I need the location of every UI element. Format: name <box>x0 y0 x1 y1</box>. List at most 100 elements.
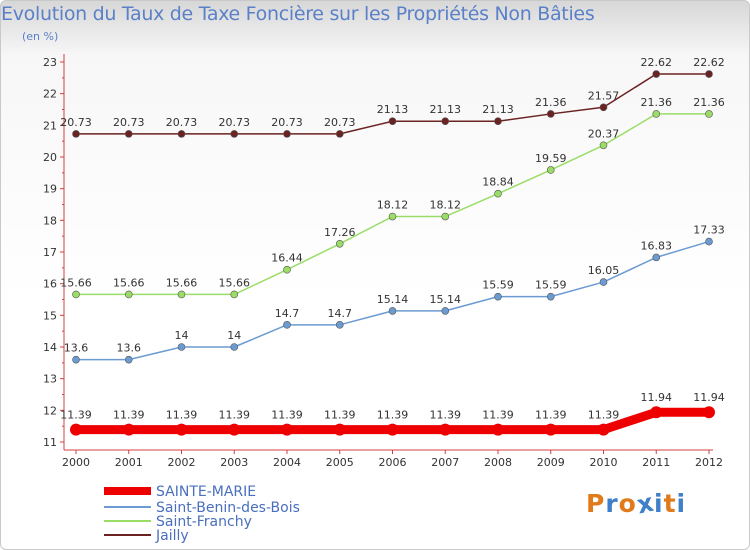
data-point <box>652 110 661 118</box>
data-label: 15.59 <box>535 279 567 292</box>
data-label: 14 <box>227 329 241 342</box>
data-point <box>705 110 713 118</box>
unit-label: (en %) <box>22 30 59 43</box>
data-label: 11.39 <box>60 409 92 422</box>
x-tick-label: 2009 <box>537 456 565 469</box>
data-label: 19.59 <box>535 152 567 165</box>
data-label: 14 <box>175 329 189 342</box>
data-point <box>705 237 713 246</box>
data-point <box>494 292 502 301</box>
data-label: 11.94 <box>693 391 725 404</box>
proxiti-logo: Proxiti <box>586 487 687 520</box>
data-label: 11.39 <box>377 409 409 422</box>
data-label: 11.39 <box>219 409 251 422</box>
data-point <box>124 290 133 299</box>
data-point <box>599 103 608 112</box>
data-label: 22.62 <box>693 56 725 69</box>
data-point <box>177 130 186 138</box>
data-point <box>439 423 452 436</box>
data-label: 22.62 <box>641 56 673 69</box>
data-label: 20.73 <box>113 116 145 129</box>
data-point <box>597 423 610 436</box>
y-tick-label: 21 <box>43 119 57 132</box>
data-point <box>335 321 344 329</box>
data-point <box>441 117 450 126</box>
data-label: 20.37 <box>588 127 620 140</box>
data-label: 11.39 <box>271 409 303 422</box>
data-point <box>124 130 133 138</box>
x-tick-label: 2007 <box>431 456 459 469</box>
data-point <box>494 117 502 126</box>
data-point <box>599 278 608 286</box>
data-point <box>175 423 188 436</box>
data-point <box>386 423 399 436</box>
data-point <box>650 406 663 419</box>
data-point <box>70 423 82 436</box>
x-tick-label: 2004 <box>273 456 301 469</box>
data-label: 11.94 <box>641 391 673 404</box>
data-label: 14.7 <box>328 307 353 320</box>
legend-label: SAINTE-MARIE <box>156 484 256 500</box>
data-point <box>122 423 135 436</box>
y-tick-label: 16 <box>43 278 57 291</box>
y-tick-label: 18 <box>43 214 57 227</box>
data-label: 21.13 <box>377 103 409 116</box>
data-label: 21.13 <box>430 103 462 116</box>
data-point <box>177 343 186 351</box>
y-tick-label: 14 <box>43 341 57 354</box>
data-point <box>228 423 241 436</box>
data-label: 17.33 <box>693 224 725 237</box>
data-point <box>652 70 661 78</box>
y-tick-label: 22 <box>43 88 57 101</box>
data-point <box>230 343 239 351</box>
y-tick-label: 17 <box>43 246 57 259</box>
data-label: 13.6 <box>64 342 89 355</box>
data-point <box>283 265 291 274</box>
x-tick-label: 2000 <box>62 456 90 469</box>
x-tick-label: 2012 <box>695 456 723 469</box>
x-tick-label: 2005 <box>326 456 354 469</box>
data-label: 20.73 <box>219 116 251 129</box>
x-tick-label: 2008 <box>484 456 512 469</box>
legend-label: Saint-Franchy <box>156 514 252 530</box>
y-tick-label: 11 <box>43 436 57 449</box>
data-label: 11.39 <box>166 409 198 422</box>
x-tick-label: 2010 <box>590 456 618 469</box>
data-label: 21.36 <box>693 96 725 109</box>
data-point <box>441 212 450 221</box>
data-point <box>388 212 397 221</box>
data-label: 21.13 <box>482 103 514 116</box>
data-label: 15.66 <box>219 276 251 289</box>
data-point <box>441 307 450 315</box>
data-label: 18.84 <box>482 176 514 189</box>
data-label: 15.66 <box>60 276 92 289</box>
data-label: 11.39 <box>482 409 514 422</box>
data-label: 21.57 <box>588 89 620 102</box>
data-point <box>494 189 502 198</box>
data-label: 15.66 <box>113 276 145 289</box>
data-label: 21.36 <box>535 96 567 109</box>
data-label: 11.39 <box>588 409 620 422</box>
y-tick-label: 23 <box>43 56 57 69</box>
x-tick-label: 2006 <box>379 456 407 469</box>
data-point <box>546 166 555 174</box>
data-label: 20.73 <box>324 116 356 129</box>
data-point <box>124 355 133 364</box>
data-label: 15.59 <box>482 279 514 292</box>
data-label: 16.05 <box>588 264 620 277</box>
data-point <box>388 307 397 315</box>
data-label: 15.14 <box>377 293 409 306</box>
chart-title: Evolution du Taux de Taxe Foncière sur l… <box>1 3 595 25</box>
x-tick-label: 2001 <box>115 456 143 469</box>
data-label: 17.26 <box>324 226 356 239</box>
data-point <box>72 355 80 364</box>
data-point <box>546 110 555 118</box>
data-label: 16.44 <box>271 252 303 265</box>
data-label: 11.39 <box>113 409 145 422</box>
x-tick-label: 2003 <box>220 456 248 469</box>
y-tick-label: 19 <box>43 183 57 196</box>
data-label: 15.66 <box>166 276 198 289</box>
data-point <box>283 321 291 329</box>
